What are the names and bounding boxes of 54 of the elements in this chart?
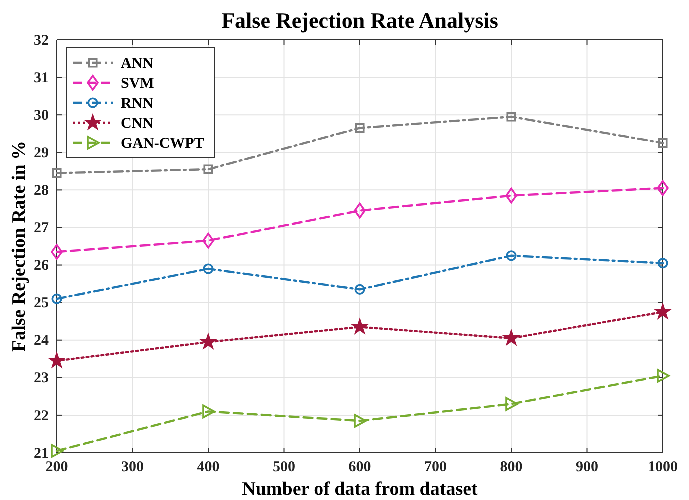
point bbox=[506, 250, 517, 262]
x-tick-label: 200 bbox=[46, 460, 68, 476]
legend-label: SVM bbox=[121, 76, 154, 92]
legend-label: CNN bbox=[121, 116, 154, 132]
y-tick-label: 28 bbox=[34, 182, 49, 199]
x-tick-label: 600 bbox=[348, 460, 372, 476]
point bbox=[200, 334, 217, 350]
point bbox=[52, 168, 62, 178]
x-tick-label: 1000 bbox=[648, 460, 678, 476]
legend-label: GAN-CWPT bbox=[121, 136, 204, 152]
y-tick-label: 30 bbox=[34, 108, 49, 124]
legend-label: ANN bbox=[121, 56, 154, 72]
x-tick-label: 700 bbox=[424, 460, 447, 476]
point bbox=[654, 304, 672, 320]
x-tick-label: 300 bbox=[122, 460, 144, 476]
x-tick-label: 900 bbox=[576, 460, 598, 476]
point bbox=[204, 164, 214, 174]
y-tick-label: 21 bbox=[34, 446, 49, 462]
y-tick-label: 23 bbox=[34, 370, 49, 387]
y-tick-label: 32 bbox=[34, 32, 49, 49]
point bbox=[506, 188, 518, 204]
chart-title: False Rejection Rate Analysis bbox=[222, 8, 499, 33]
point bbox=[51, 244, 63, 260]
point bbox=[51, 444, 64, 458]
y-tick-label: 25 bbox=[34, 296, 49, 312]
y-tick-label: 24 bbox=[34, 333, 50, 350]
point bbox=[506, 397, 518, 412]
point bbox=[658, 258, 668, 269]
point bbox=[352, 318, 368, 334]
y-tick-label: 26 bbox=[34, 258, 50, 274]
y-tick-label: 31 bbox=[34, 70, 49, 86]
point bbox=[657, 180, 669, 196]
point bbox=[503, 330, 520, 346]
y-axis-title: False Rejection Rate in % bbox=[9, 140, 30, 352]
point bbox=[657, 369, 670, 383]
point bbox=[48, 352, 66, 368]
x-tick-label: 400 bbox=[197, 460, 220, 476]
y-tick-label: 29 bbox=[34, 145, 49, 162]
point bbox=[658, 138, 668, 148]
point bbox=[202, 232, 214, 249]
point bbox=[202, 404, 216, 419]
point bbox=[506, 112, 516, 122]
point bbox=[52, 294, 62, 304]
point bbox=[354, 284, 366, 295]
x-tick-label: 500 bbox=[273, 460, 296, 476]
point bbox=[203, 264, 214, 274]
y-tick-label: 27 bbox=[34, 220, 50, 237]
point bbox=[354, 202, 366, 219]
legend-label: RNN bbox=[121, 96, 154, 112]
point bbox=[355, 123, 365, 134]
y-tick-label: 22 bbox=[34, 408, 49, 424]
point bbox=[354, 414, 367, 428]
x-axis-title: Number of data from dataset bbox=[242, 479, 479, 500]
x-tick-label: 800 bbox=[500, 460, 523, 476]
